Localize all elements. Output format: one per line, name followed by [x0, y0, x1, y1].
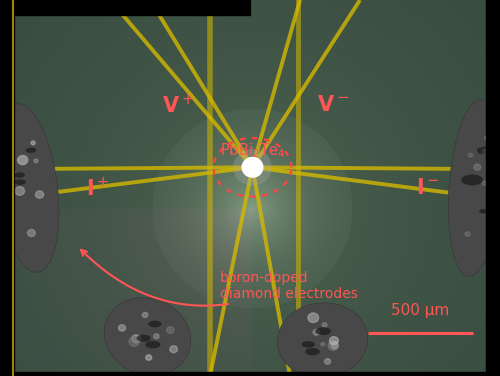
- Text: I$^+$: I$^+$: [86, 176, 109, 200]
- Ellipse shape: [487, 143, 492, 147]
- Ellipse shape: [136, 335, 150, 342]
- Ellipse shape: [468, 153, 472, 157]
- Ellipse shape: [18, 156, 27, 165]
- Ellipse shape: [154, 334, 159, 339]
- Bar: [0, 372, 500, 376]
- Text: V$^-$: V$^-$: [316, 95, 348, 115]
- Ellipse shape: [26, 147, 36, 153]
- Ellipse shape: [302, 341, 315, 348]
- Ellipse shape: [166, 327, 174, 334]
- Ellipse shape: [313, 329, 320, 335]
- Ellipse shape: [477, 147, 492, 155]
- Text: boron-doped
diamond electrodes: boron-doped diamond electrodes: [81, 250, 358, 306]
- Ellipse shape: [146, 355, 152, 360]
- Ellipse shape: [461, 174, 483, 185]
- Ellipse shape: [482, 149, 487, 154]
- Bar: [0, 0, 14, 376]
- Ellipse shape: [148, 321, 162, 327]
- Ellipse shape: [118, 325, 126, 331]
- Ellipse shape: [31, 141, 36, 145]
- Ellipse shape: [18, 155, 28, 165]
- Ellipse shape: [14, 172, 25, 178]
- Ellipse shape: [316, 327, 331, 335]
- Ellipse shape: [465, 232, 470, 236]
- Ellipse shape: [28, 229, 36, 237]
- Ellipse shape: [479, 209, 488, 214]
- Ellipse shape: [324, 359, 330, 364]
- Bar: [486, 0, 500, 376]
- Ellipse shape: [278, 303, 368, 376]
- Ellipse shape: [484, 149, 488, 152]
- Ellipse shape: [142, 312, 148, 317]
- Ellipse shape: [485, 135, 490, 141]
- Ellipse shape: [321, 343, 325, 346]
- Ellipse shape: [170, 346, 177, 353]
- Ellipse shape: [104, 297, 190, 376]
- Ellipse shape: [233, 149, 272, 186]
- Ellipse shape: [15, 186, 24, 195]
- Ellipse shape: [146, 341, 160, 349]
- Ellipse shape: [330, 337, 338, 345]
- Ellipse shape: [482, 181, 488, 185]
- Ellipse shape: [448, 100, 500, 276]
- Ellipse shape: [0, 104, 59, 272]
- Ellipse shape: [331, 342, 338, 349]
- Ellipse shape: [14, 179, 26, 185]
- Ellipse shape: [328, 341, 338, 350]
- Ellipse shape: [305, 348, 320, 355]
- Text: I$^-$: I$^-$: [416, 178, 440, 198]
- Ellipse shape: [129, 337, 140, 346]
- Ellipse shape: [242, 157, 264, 178]
- Ellipse shape: [132, 335, 140, 343]
- Ellipse shape: [36, 191, 44, 198]
- Ellipse shape: [34, 159, 38, 163]
- Ellipse shape: [308, 313, 318, 323]
- Ellipse shape: [474, 164, 480, 170]
- Text: V$^+$: V$^+$: [162, 94, 194, 117]
- Bar: [0, 0, 250, 15]
- Ellipse shape: [322, 323, 327, 327]
- Text: PbBi$_2$Te$_4$: PbBi$_2$Te$_4$: [220, 141, 285, 160]
- Text: 500 μm: 500 μm: [391, 303, 449, 318]
- Ellipse shape: [10, 171, 15, 175]
